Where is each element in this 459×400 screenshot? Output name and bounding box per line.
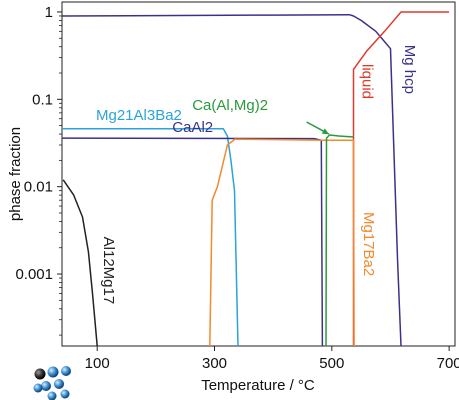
series-line-liquid xyxy=(352,11,450,346)
series-label-liquid: liquid xyxy=(358,64,375,99)
x-axis-title: Temperature / °C xyxy=(201,377,315,394)
x-tick-label: 100 xyxy=(85,355,110,372)
annotations xyxy=(306,121,330,135)
y-tick-label: 0.01 xyxy=(24,179,53,196)
series-group xyxy=(61,11,450,347)
series-label-mg21al3ba2: Mg21Al3Ba2 xyxy=(96,107,182,124)
series-line-mg-hcp xyxy=(61,13,402,347)
x-tick-label: 500 xyxy=(319,355,344,372)
series-label-caal2: CaAl2 xyxy=(172,119,213,136)
y-tick-label: 1 xyxy=(45,4,53,21)
y-axis-title: phase fraction xyxy=(7,127,24,221)
annotation-arrowhead xyxy=(321,128,329,135)
series-line-ca-al-mg-2 xyxy=(325,134,354,347)
series-label-al12mg17: Al12Mg17 xyxy=(100,237,117,305)
series-label-mg-hcp: Mg hcp xyxy=(401,45,418,94)
x-tick-label: 300 xyxy=(202,355,227,372)
y-axis: 1 0.1 0.01 0.001 xyxy=(15,4,62,336)
x-tick-label: 700 xyxy=(437,355,459,372)
y-tick-label: 0.1 xyxy=(32,91,53,108)
logo-icon xyxy=(33,366,71,400)
series-label-ca-al-mg-2: Ca(Al,Mg)2 xyxy=(192,97,268,114)
series-line-al12mg17 xyxy=(62,179,98,347)
plot-frame xyxy=(61,1,456,347)
y-tick-label: 0.001 xyxy=(15,266,53,283)
series-line-mg21al3ba2 xyxy=(62,128,239,347)
series-label-mg17ba2: Mg17Ba2 xyxy=(360,212,377,276)
series-line-mg17ba2 xyxy=(209,138,355,347)
x-axis: 100 300 500 700 xyxy=(85,346,459,372)
